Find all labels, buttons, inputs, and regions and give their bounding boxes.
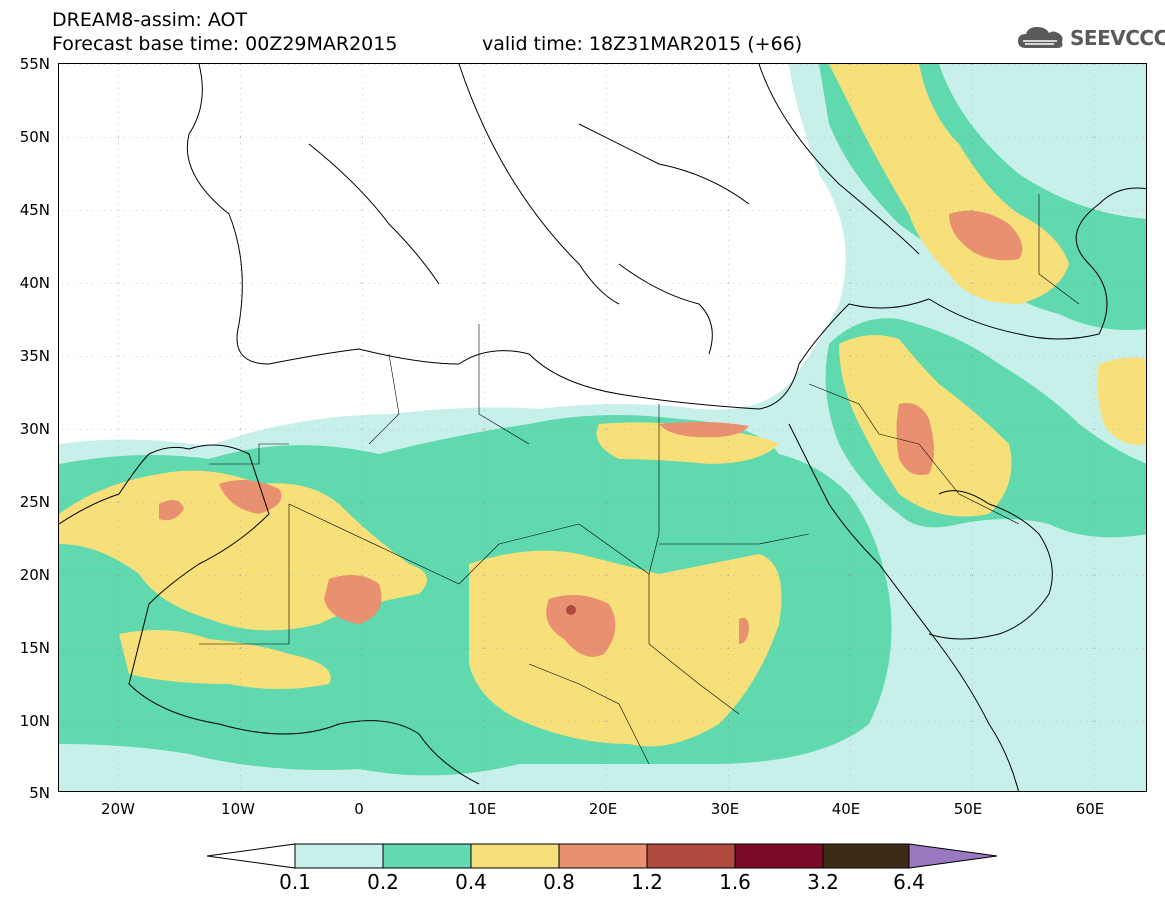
colorbar-label: 0.2 (367, 870, 399, 894)
lat-label: 5N (29, 784, 50, 802)
logo-text: SEEVCCC (1070, 26, 1165, 50)
colorbar-segment (294, 843, 384, 869)
colorbar-label: 0.4 (455, 870, 487, 894)
colorbar-segment (646, 843, 736, 869)
lon-label: 20W (101, 800, 135, 818)
seevccc-logo: SEEVCCC (1016, 24, 1165, 52)
lon-label: 30E (710, 800, 740, 818)
lon-label: 10E (467, 800, 497, 818)
lat-label: 35N (19, 347, 50, 365)
colorbar-label: 0.8 (543, 870, 575, 894)
colorbar-label: 0.1 (279, 870, 311, 894)
lat-label: 50N (19, 128, 50, 146)
lon-label: 40E (831, 800, 861, 818)
colorbar-label: 3.2 (807, 870, 839, 894)
lat-label: 55N (19, 55, 50, 73)
lat-label: 25N (19, 493, 50, 511)
graticule (59, 64, 1146, 791)
colorbar-label: 1.6 (719, 870, 751, 894)
colorbar-low-arrow (206, 843, 296, 869)
colorbar (206, 843, 998, 869)
aot-field (59, 64, 1146, 791)
map-title: DREAM8-assim: AOT (52, 9, 248, 31)
lat-label: 15N (19, 639, 50, 657)
colorbar-segment (382, 843, 472, 869)
cloud-icon (1018, 27, 1063, 48)
colorbar-segment (470, 843, 560, 869)
colorbar-high-arrow (908, 843, 998, 869)
map-panel (58, 63, 1147, 792)
lat-label: 10N (19, 712, 50, 730)
forecast-base-time: Forecast base time: 00Z29MAR2015 (52, 33, 398, 55)
colorbar-label: 6.4 (893, 870, 925, 894)
colorbar-label: 1.2 (631, 870, 663, 894)
colorbar-segment (734, 843, 824, 869)
lon-label: 50E (953, 800, 983, 818)
lat-label: 45N (19, 201, 50, 219)
lon-label: 0 (354, 800, 364, 818)
valid-time: valid time: 18Z31MAR2015 (+66) (482, 33, 803, 55)
lat-label: 40N (19, 274, 50, 292)
lon-label: 60E (1075, 800, 1105, 818)
lon-label: 20E (588, 800, 618, 818)
colorbar-segment (558, 843, 648, 869)
lon-label: 10W (221, 800, 255, 818)
lat-label: 20N (19, 566, 50, 584)
lat-label: 30N (19, 420, 50, 438)
colorbar-segment (822, 843, 910, 869)
